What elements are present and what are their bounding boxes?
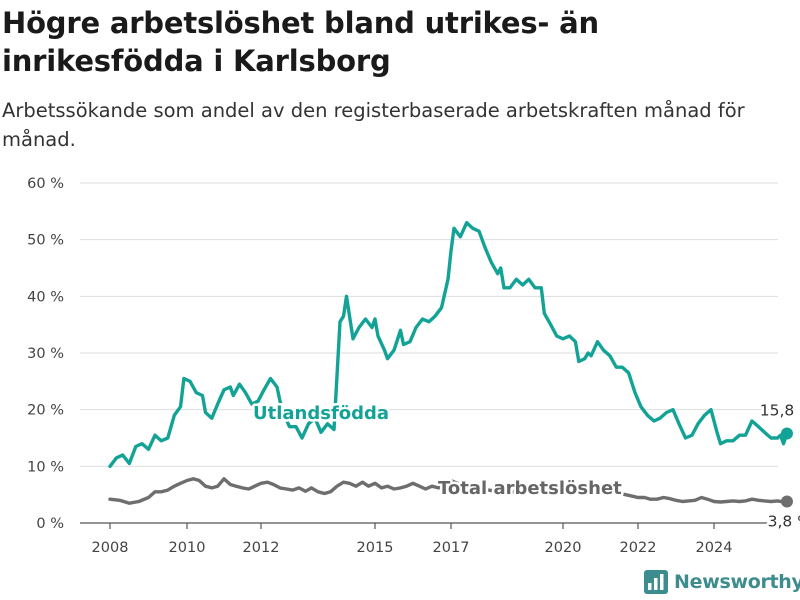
brand-name: Newsworthy (674, 571, 800, 593)
bar-chart-logo-icon (644, 570, 668, 594)
x-tick-label-2008: 2008 (92, 540, 129, 556)
y-tick-label-0: 0 % (36, 516, 64, 532)
end-label-total: 3,8 % (768, 512, 800, 530)
series-annotation-total: Total arbetslöshet (438, 478, 622, 499)
x-tick-label-2024: 2024 (696, 540, 733, 556)
chart-subtitle: Arbetssökande som andel av den registerb… (2, 99, 745, 151)
x-tick-label-2012: 2012 (243, 540, 280, 556)
y-tick-label-20: 20 % (27, 403, 64, 419)
x-tick-label-2015: 2015 (357, 540, 394, 556)
y-tick-label-10: 10 % (27, 459, 64, 475)
series-lines (108, 221, 793, 508)
y-tick-label-30: 30 % (27, 346, 64, 362)
series-end-point-0 (780, 427, 793, 440)
y-tick-label-50: 50 % (27, 233, 64, 249)
x-tick-label-2020: 2020 (545, 540, 582, 556)
series-labels: Utlandsfödda Total arbetslöshet 15,8 % 3,8 … (251, 399, 800, 533)
chart-title: Högre arbetslöshet bland utrikes- än inr… (2, 6, 599, 78)
end-label-utlandsfodda: 15,8 % (760, 401, 800, 419)
series-line-1 (108, 477, 789, 505)
gridlines (80, 182, 778, 467)
y-tick-label-60: 60 % (27, 176, 64, 192)
axes: 0 % 10 % 20 % 30 % 40 % 50 % 60 % 2008 2010 2012 2… (27, 176, 778, 556)
x-tick-label-2017: 2017 (433, 540, 470, 556)
x-tick-label-2010: 2010 (169, 540, 206, 556)
y-tick-label-40: 40 % (27, 289, 64, 305)
x-tick-label-2022: 2022 (620, 540, 657, 556)
series-end-point-1 (780, 495, 793, 508)
newsworthy-brand: Newsworthy (644, 568, 800, 596)
series-line-0 (108, 221, 789, 468)
series-annotation-utlandsfodda: Utlandsfödda (253, 403, 389, 424)
